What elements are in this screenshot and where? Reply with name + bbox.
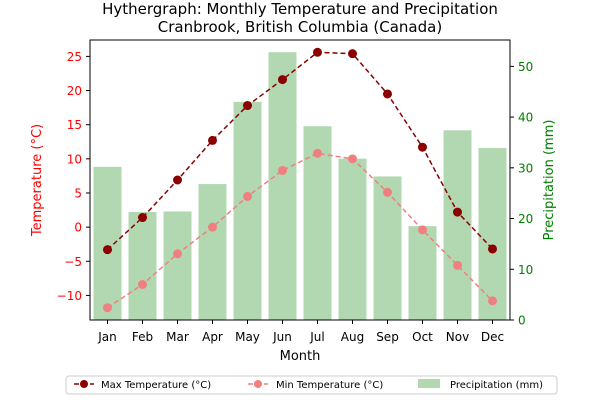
right-y-axis: 0 10 20 30 40 50	[510, 60, 533, 328]
min-temperature-point-sep	[383, 187, 392, 197]
precip-bar-sep	[373, 176, 402, 320]
max-temperature-line	[106, 51, 494, 251]
max-temperature-point-mar	[173, 175, 182, 185]
right-tick-label: 30	[518, 161, 533, 175]
temperature-lines	[103, 47, 497, 313]
x-axis: Jan Feb Mar Apr May Jun Jul Aug Sep Oct Nov Dec	[97, 320, 504, 344]
x-tick-label: May	[235, 330, 260, 344]
max-temperature-point-jan	[103, 245, 112, 255]
legend-min-temp-label: Min Temperature (°C)	[276, 380, 383, 391]
left-y-axis: −10 −5 0 5 10 15 20 25	[57, 50, 90, 303]
left-tick-label: 0	[74, 221, 82, 235]
left-tick-label: −10	[57, 289, 82, 303]
legend-min-temp-marker	[254, 380, 262, 388]
left-tick-label: 10	[67, 152, 82, 166]
left-tick-label: 20	[67, 84, 82, 98]
max-temperature-point-apr	[208, 135, 217, 145]
precip-bar-feb	[128, 211, 157, 320]
min-temperature-point-apr	[208, 222, 217, 232]
legend-precip-swatch	[418, 379, 440, 388]
min-temperature-point-mar	[173, 249, 182, 259]
max-temperature-point-jun	[278, 75, 287, 85]
min-temperature-point-jun	[278, 165, 287, 175]
precip-bar-nov	[443, 130, 472, 320]
legend-max-temp-label: Max Temperature (°C)	[101, 380, 211, 391]
right-tick-label: 50	[518, 60, 533, 74]
min-temperature-point-aug	[348, 154, 357, 164]
x-axis-label: Month	[280, 349, 321, 364]
x-tick-label: Nov	[446, 330, 469, 344]
max-temperature-point-sep	[383, 89, 392, 99]
x-tick-label: Jun	[272, 330, 292, 344]
precip-bar-oct	[408, 226, 437, 320]
x-tick-label: Jul	[309, 330, 324, 344]
precip-bar-apr	[198, 184, 227, 320]
legend-max-temp-marker	[80, 380, 88, 388]
chart-title: Hythergraph: Monthly Temperature and Pre…	[102, 0, 498, 18]
max-temperature-point-oct	[418, 142, 427, 152]
max-temperature-point-nov	[453, 207, 462, 217]
max-temperature-point-dec	[488, 244, 497, 254]
min-temperature-point-oct	[418, 225, 427, 235]
precip-bar-jan	[93, 166, 122, 320]
max-temperature-point-may	[243, 101, 252, 111]
left-tick-label: 25	[67, 50, 82, 64]
left-tick-label: 5	[74, 186, 82, 200]
right-tick-label: 20	[518, 212, 533, 226]
legend-precip-label: Precipitation (mm)	[450, 380, 543, 391]
x-tick-label: Sep	[376, 330, 399, 344]
left-tick-label: 15	[67, 118, 82, 132]
min-temperature-point-dec	[488, 296, 497, 306]
x-tick-label: Mar	[166, 330, 189, 344]
legend: Max Temperature (°C) Min Temperature (°C…	[65, 375, 558, 395]
precip-bar-dec	[478, 148, 507, 320]
min-temperature-line	[107, 152, 494, 309]
precip-bar-aug	[338, 158, 367, 320]
min-temperature-point-jul	[313, 148, 322, 158]
x-tick-label: Aug	[341, 330, 364, 344]
min-temperature-point-nov	[453, 260, 462, 270]
max-temperature-point-jul	[313, 47, 322, 57]
precip-bar-mar	[163, 211, 192, 320]
right-tick-label: 10	[518, 263, 533, 277]
x-tick-label: Dec	[481, 330, 504, 344]
precip-bar-jun	[268, 52, 297, 320]
right-tick-label: 40	[518, 111, 533, 125]
x-tick-label: Jan	[97, 330, 117, 344]
x-tick-label: Oct	[412, 330, 433, 344]
max-temperature-point-feb	[138, 213, 147, 223]
min-temperature-point-feb	[138, 279, 147, 289]
x-tick-label: Feb	[132, 330, 153, 344]
right-tick-label: 0	[518, 314, 526, 328]
left-y-axis-label: Temperature (°C)	[30, 124, 45, 237]
chart-subtitle: Cranbrook, British Columbia (Canada)	[158, 18, 442, 36]
x-tick-label: Apr	[202, 330, 223, 344]
min-temperature-point-may	[243, 191, 252, 201]
right-y-axis-label: Precipitation (mm)	[542, 120, 557, 241]
max-temperature-point-aug	[348, 49, 357, 59]
precipitation-bars	[93, 52, 507, 321]
precip-bar-may	[233, 101, 262, 320]
plot-frame	[89, 39, 511, 321]
left-tick-label: −5	[64, 255, 82, 269]
min-temperature-point-jan	[103, 303, 112, 313]
